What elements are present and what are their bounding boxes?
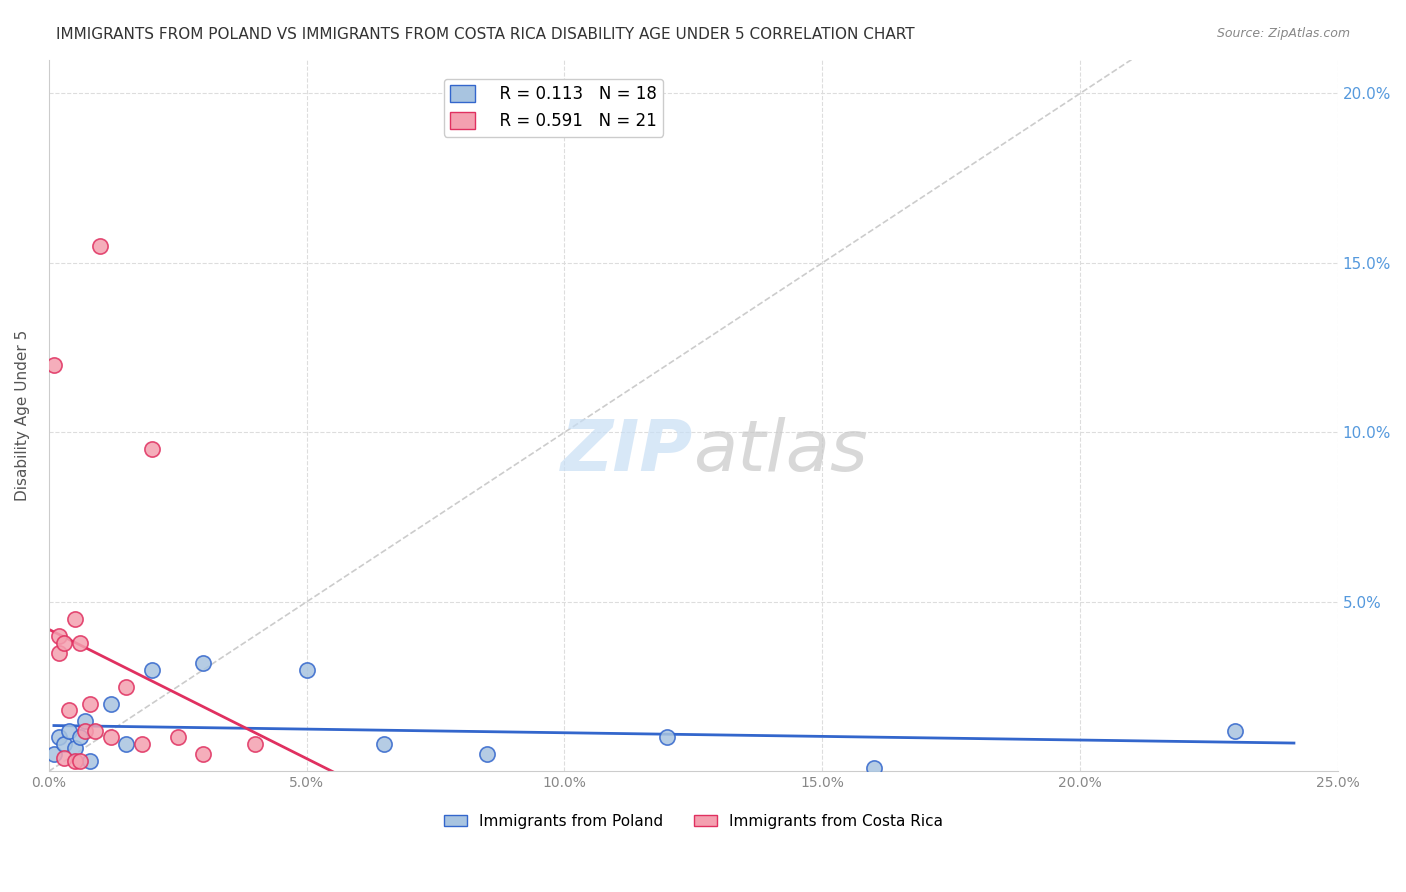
Point	[100, 697, 122, 711]
Point	[193, 656, 215, 670]
Point	[373, 737, 395, 751]
Point	[193, 747, 215, 762]
Point	[63, 754, 86, 768]
Text: Source: ZipAtlas.com: Source: ZipAtlas.com	[1216, 27, 1350, 40]
Point	[48, 629, 70, 643]
Point	[100, 731, 122, 745]
Point	[53, 737, 76, 751]
Point	[475, 747, 498, 762]
Point	[295, 663, 318, 677]
Legend: Immigrants from Poland, Immigrants from Costa Rica: Immigrants from Poland, Immigrants from …	[437, 807, 949, 835]
Point	[243, 737, 266, 751]
Text: ZIP: ZIP	[561, 417, 693, 485]
Point	[58, 703, 80, 717]
Text: IMMIGRANTS FROM POLAND VS IMMIGRANTS FROM COSTA RICA DISABILITY AGE UNDER 5 CORR: IMMIGRANTS FROM POLAND VS IMMIGRANTS FRO…	[56, 27, 915, 42]
Point	[73, 714, 96, 728]
Point	[79, 697, 101, 711]
Point	[141, 442, 163, 457]
Point	[53, 751, 76, 765]
Point	[73, 723, 96, 738]
Point	[115, 737, 138, 751]
Point	[69, 754, 91, 768]
Point	[63, 612, 86, 626]
Point	[69, 635, 91, 649]
Point	[58, 723, 80, 738]
Point	[48, 731, 70, 745]
Point	[79, 754, 101, 768]
Point	[42, 358, 65, 372]
Point	[84, 723, 107, 738]
Point	[131, 737, 153, 751]
Point	[89, 239, 111, 253]
Point	[862, 761, 884, 775]
Point	[42, 747, 65, 762]
Point	[63, 740, 86, 755]
Point	[1223, 723, 1246, 738]
Point	[48, 646, 70, 660]
Point	[69, 731, 91, 745]
Point	[115, 680, 138, 694]
Y-axis label: Disability Age Under 5: Disability Age Under 5	[15, 330, 30, 501]
Point	[657, 731, 679, 745]
Point	[166, 731, 188, 745]
Text: atlas: atlas	[693, 417, 868, 485]
Point	[141, 663, 163, 677]
Point	[53, 635, 76, 649]
